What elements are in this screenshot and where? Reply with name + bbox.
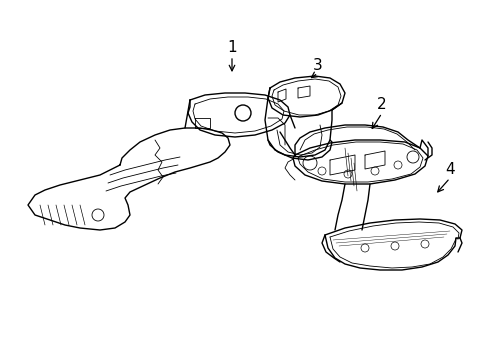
Text: 1: 1 xyxy=(227,40,236,55)
Text: 3: 3 xyxy=(312,58,322,72)
Text: 4: 4 xyxy=(444,162,454,177)
Text: 2: 2 xyxy=(376,98,386,112)
